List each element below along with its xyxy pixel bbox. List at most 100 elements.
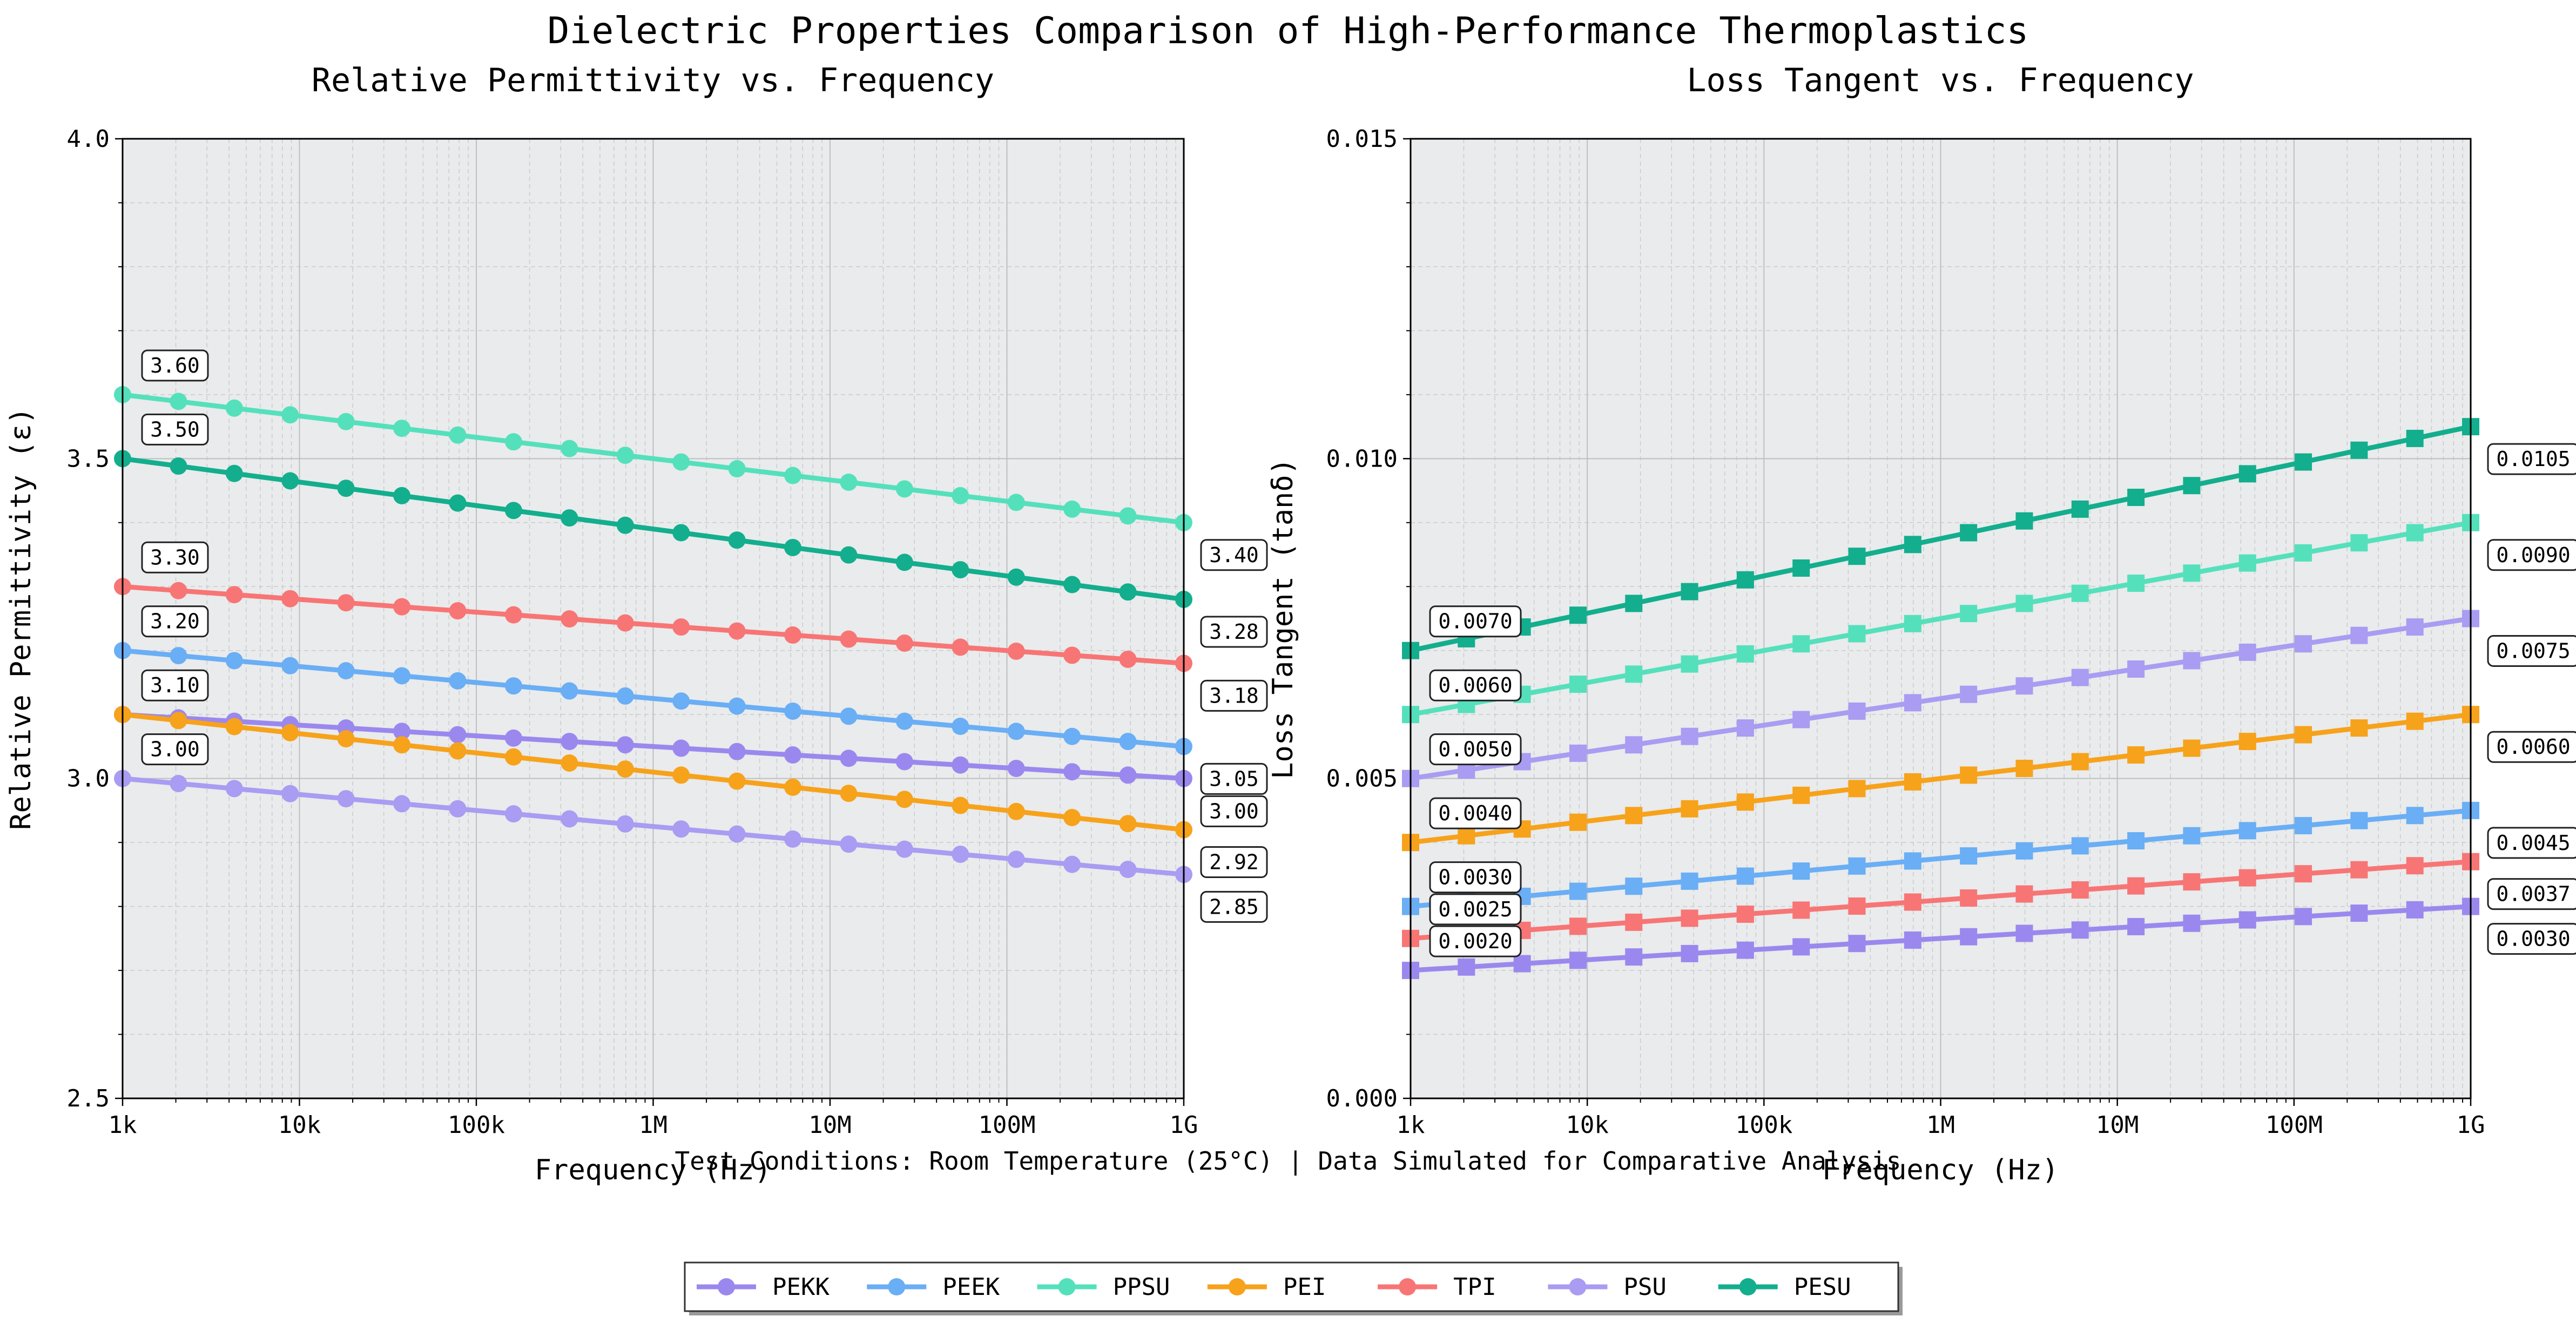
data-point: [1007, 494, 1025, 511]
data-point: [1625, 913, 1643, 931]
x-tick-label: 100k: [1735, 1111, 1792, 1139]
data-point: [2183, 652, 2201, 670]
data-point: [1625, 665, 1643, 683]
series-line-psu: [1410, 616, 2471, 781]
data-point: [2183, 477, 2201, 495]
data-point: [1569, 951, 1587, 969]
series-line-psu: [122, 776, 1184, 877]
data-point: [393, 598, 411, 616]
data-point: [2350, 441, 2368, 459]
data-point: [2127, 660, 2145, 678]
data-point: [337, 730, 355, 748]
data-point: [1904, 893, 1921, 911]
data-point: [393, 723, 411, 740]
data-point: [337, 480, 355, 497]
data-point: [728, 825, 746, 843]
data-point: [1458, 827, 1475, 845]
data-point: [840, 546, 858, 564]
data-point: [840, 835, 858, 853]
start-label-tpi: 0.0025: [1438, 897, 1512, 921]
end-label-psu-box: [1200, 890, 1268, 923]
data-point: [1736, 645, 1754, 663]
end-label-ppsu: 0.0090: [2496, 543, 2570, 567]
x-tick-label: 1k: [1397, 1111, 1425, 1139]
data-point: [2350, 534, 2368, 552]
data-point: [2183, 564, 2201, 582]
end-label-pei: 2.92: [1209, 850, 1259, 874]
start-label-pekk-box: [141, 669, 209, 701]
data-point: [952, 638, 969, 656]
data-point: [1848, 625, 1866, 643]
x-tick-label: 10M: [808, 1111, 851, 1139]
data-point: [616, 815, 634, 833]
data-point: [1848, 897, 1866, 915]
data-point: [1681, 800, 1698, 818]
data-point: [1063, 855, 1081, 873]
data-point: [2071, 500, 2089, 518]
data-point: [728, 772, 746, 790]
data-point: [952, 796, 969, 814]
data-point: [1119, 766, 1137, 784]
y-axis-label: Relative Permittivity (ε): [5, 407, 37, 830]
start-label-pei-box: [1429, 797, 1522, 829]
data-point: [616, 760, 634, 778]
data-point: [1792, 901, 1810, 919]
end-label-pekk: 0.0030: [2496, 927, 2570, 951]
data-point: [1569, 882, 1587, 900]
data-point: [2127, 832, 2145, 850]
data-point: [1007, 802, 1025, 820]
end-label-pei-box: [1200, 846, 1268, 878]
panel-title: Relative Permittivity vs. Frequency: [312, 62, 994, 99]
data-point: [1736, 905, 1754, 923]
data-point: [1063, 576, 1081, 593]
data-point: [1569, 917, 1587, 935]
data-point: [2406, 807, 2424, 825]
end-label-peek: 3.05: [1209, 767, 1259, 791]
data-point: [1007, 759, 1025, 777]
data-point: [1736, 719, 1754, 737]
data-point: [952, 845, 969, 863]
y-tick-label: 0.015: [1326, 125, 1398, 153]
data-point: [449, 494, 467, 512]
start-label-pekk: 0.0020: [1438, 929, 1512, 953]
y-tick-label: 3.0: [67, 765, 110, 793]
data-point: [672, 524, 690, 542]
data-point: [1960, 847, 1978, 865]
data-point: [1569, 744, 1587, 762]
data-point: [170, 582, 187, 599]
data-point: [1960, 605, 1978, 623]
data-point: [2127, 575, 2145, 592]
end-label-tpi: 3.18: [1209, 684, 1259, 707]
series-line-peek: [122, 648, 1184, 749]
data-point: [2350, 719, 2368, 737]
end-label-tpi-box: [1200, 679, 1268, 712]
data-point: [393, 487, 411, 504]
data-point: [672, 739, 690, 757]
data-point: [840, 473, 858, 491]
data-point: [170, 393, 187, 410]
data-point: [2295, 865, 2312, 883]
data-point: [2071, 753, 2089, 771]
x-axis-label: Frequency (Hz): [1822, 1154, 2059, 1186]
data-point: [2238, 822, 2256, 840]
series-line-pekk: [122, 712, 1184, 781]
data-point: [2071, 881, 2089, 899]
data-point: [1625, 948, 1643, 966]
data-point: [1960, 766, 1978, 784]
legend-label-psu: PSU: [1623, 1273, 1666, 1301]
data-point: [170, 712, 187, 730]
series-line-pei: [122, 712, 1184, 832]
data-point: [2406, 429, 2424, 447]
data-point: [561, 682, 578, 700]
figure-suptitle: Dielectric Properties Comparison of High…: [548, 10, 2029, 52]
data-point: [1625, 736, 1643, 754]
data-point: [449, 672, 467, 690]
data-point: [840, 785, 858, 802]
data-point: [2295, 635, 2312, 653]
data-point: [1736, 867, 1754, 885]
x-tick-label: 1G: [1170, 1111, 1198, 1139]
x-tick-label: 1G: [2457, 1111, 2485, 1139]
data-point: [449, 426, 467, 444]
legend-label-pekk: PEKK: [772, 1273, 830, 1301]
data-point: [1063, 500, 1081, 518]
